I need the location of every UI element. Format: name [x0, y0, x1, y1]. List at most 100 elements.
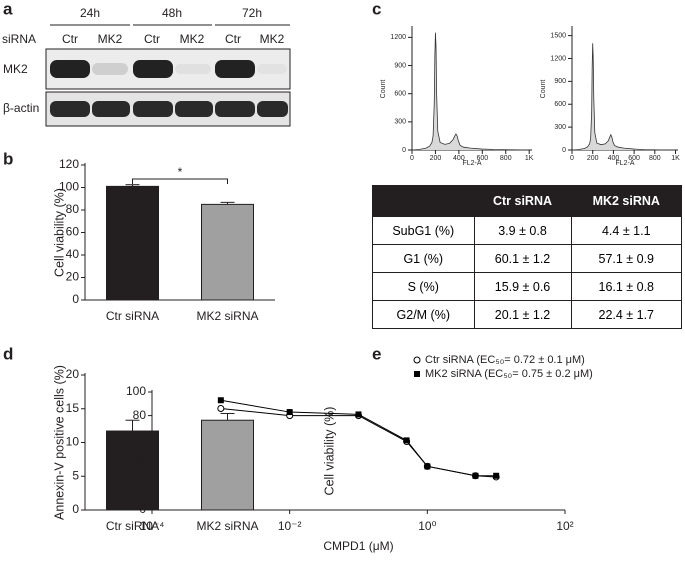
significance-bracket: [132, 178, 228, 184]
y-tick-label: 900: [554, 78, 566, 85]
x-tick-label: MK2 siRNA: [196, 519, 258, 533]
x-tick-label: 0: [570, 155, 574, 162]
panel-label: c: [372, 0, 381, 18]
timepoint: 48h: [162, 6, 182, 20]
cell: 15.9 ± 0.6: [473, 272, 572, 301]
y-tick-label: 900: [394, 62, 406, 69]
panel-label: d: [3, 344, 13, 363]
lane: MK2: [260, 32, 285, 46]
y-tick-label: 5: [72, 468, 79, 482]
x-tick-label: MK2 siRNA: [196, 309, 258, 323]
point: [217, 405, 225, 413]
y-tick-label: 1200: [550, 55, 566, 62]
y-axis-label: Annexin-V positive cells (%): [52, 365, 66, 520]
point: [403, 437, 410, 444]
lane: MK2: [98, 32, 123, 46]
legend-marker: [413, 356, 421, 364]
point: [424, 463, 431, 470]
x-tick-label: 1K: [671, 155, 680, 162]
x-tick-label: 600: [476, 155, 488, 162]
cell: 3.9 ± 0.8: [473, 216, 572, 245]
x-tick-label: 800: [649, 155, 661, 162]
y-tick-label: 20: [66, 270, 80, 284]
y-tick-label: 0: [562, 147, 566, 154]
y-axis-label: Count: [540, 80, 547, 99]
cell-cycle-table: Ctr siRNA MK2 siRNA SubG1 (%) 3.9 ± 0.8 4.4…: [372, 185, 683, 329]
y-tick-label: 40: [133, 455, 147, 469]
point: [355, 411, 362, 418]
y-tick-label: 20: [133, 479, 147, 493]
cell: 16.1 ± 0.8: [570, 272, 683, 301]
panel-label: a: [3, 0, 13, 18]
legend-marker: [414, 371, 420, 377]
x-tick-label: 10⁰: [418, 519, 436, 533]
x-tick-label: 10⁻⁴: [140, 519, 165, 533]
row-header: SubG1 (%): [372, 216, 475, 245]
x-tick-label: 600: [628, 155, 640, 162]
cell: 57.1 ± 0.9: [570, 244, 683, 273]
col-header: MK2 siRNA: [570, 185, 683, 217]
y-tick-label: 0: [72, 292, 79, 306]
x-axis-label: CMPD1 (μM): [323, 539, 393, 553]
y-tick-label: 100: [126, 384, 146, 398]
x-tick-label: 200: [587, 155, 599, 162]
row-label: siRNA: [2, 32, 36, 46]
y-tick-label: 10: [66, 435, 80, 449]
x-tick-label: 200: [430, 155, 442, 162]
col-header: Ctr siRNA: [473, 185, 572, 217]
point: [217, 397, 224, 404]
legend-label: Ctr siRNA (EC₅₀= 0.72 ± 0.1 μM): [425, 354, 585, 366]
x-tick-label: Ctr siRNA: [106, 519, 159, 533]
y-tick-label: 0: [72, 502, 79, 516]
y-tick-label: 0: [402, 147, 406, 154]
cell: 20.1 ± 1.2: [473, 300, 572, 329]
row-header: G1 (%): [372, 244, 475, 273]
y-tick-label: 0: [139, 502, 146, 516]
x-tick-label: 400: [453, 155, 465, 162]
y-tick-label: 120: [59, 157, 79, 171]
cell: 60.1 ± 1.2: [473, 244, 572, 273]
y-tick-label: 40: [66, 247, 80, 261]
band-label: MK2: [3, 62, 28, 76]
cell: 22.4 ± 1.7: [570, 300, 683, 329]
panel-label: e: [372, 344, 381, 363]
panel-label: b: [3, 149, 13, 168]
y-axis-label: Cell viability (%): [322, 407, 336, 496]
y-tick-label: 15: [66, 401, 80, 415]
x-tick-label: 800: [500, 155, 512, 162]
histogram-area: [571, 43, 676, 151]
y-tick-label: 20: [66, 367, 80, 381]
band-label: β-actin: [3, 101, 39, 115]
lane: Ctr: [225, 32, 241, 46]
x-axis-label: FL2-A: [462, 160, 481, 167]
y-tick-label: 600: [554, 101, 566, 108]
bar: [201, 203, 254, 301]
lane: Ctr: [62, 32, 78, 46]
legend-label: MK2 siRNA (EC₅₀= 0.75 ± 0.2 μM): [425, 368, 593, 380]
x-tick-label: 0: [410, 155, 414, 162]
x-tick-label: 10⁻²: [278, 519, 302, 533]
point: [286, 409, 293, 416]
bar: [201, 419, 254, 511]
y-tick-label: 60: [66, 225, 80, 239]
x-tick-label: 1K: [525, 155, 534, 162]
y-axis-label: Cell viability (%): [52, 188, 66, 277]
y-tick-label: 80: [66, 202, 80, 216]
corner: [372, 185, 475, 217]
y-tick-label: 1500: [550, 32, 566, 39]
y-tick-label: 300: [394, 119, 406, 126]
histogram-area: [411, 32, 530, 151]
x-tick-label: 400: [608, 155, 620, 162]
timepoint: 24h: [80, 6, 100, 20]
x-axis-label: FL2-A: [615, 160, 634, 167]
point: [493, 472, 500, 479]
x-tick-label: Ctr siRNA: [106, 309, 159, 323]
row-header: G2/M (%): [372, 300, 475, 329]
lane: MK2: [180, 32, 205, 46]
y-tick-label: 100: [59, 180, 79, 194]
point: [472, 472, 479, 479]
y-tick-label: 600: [394, 91, 406, 98]
x-tick-label: 10²: [556, 519, 573, 533]
